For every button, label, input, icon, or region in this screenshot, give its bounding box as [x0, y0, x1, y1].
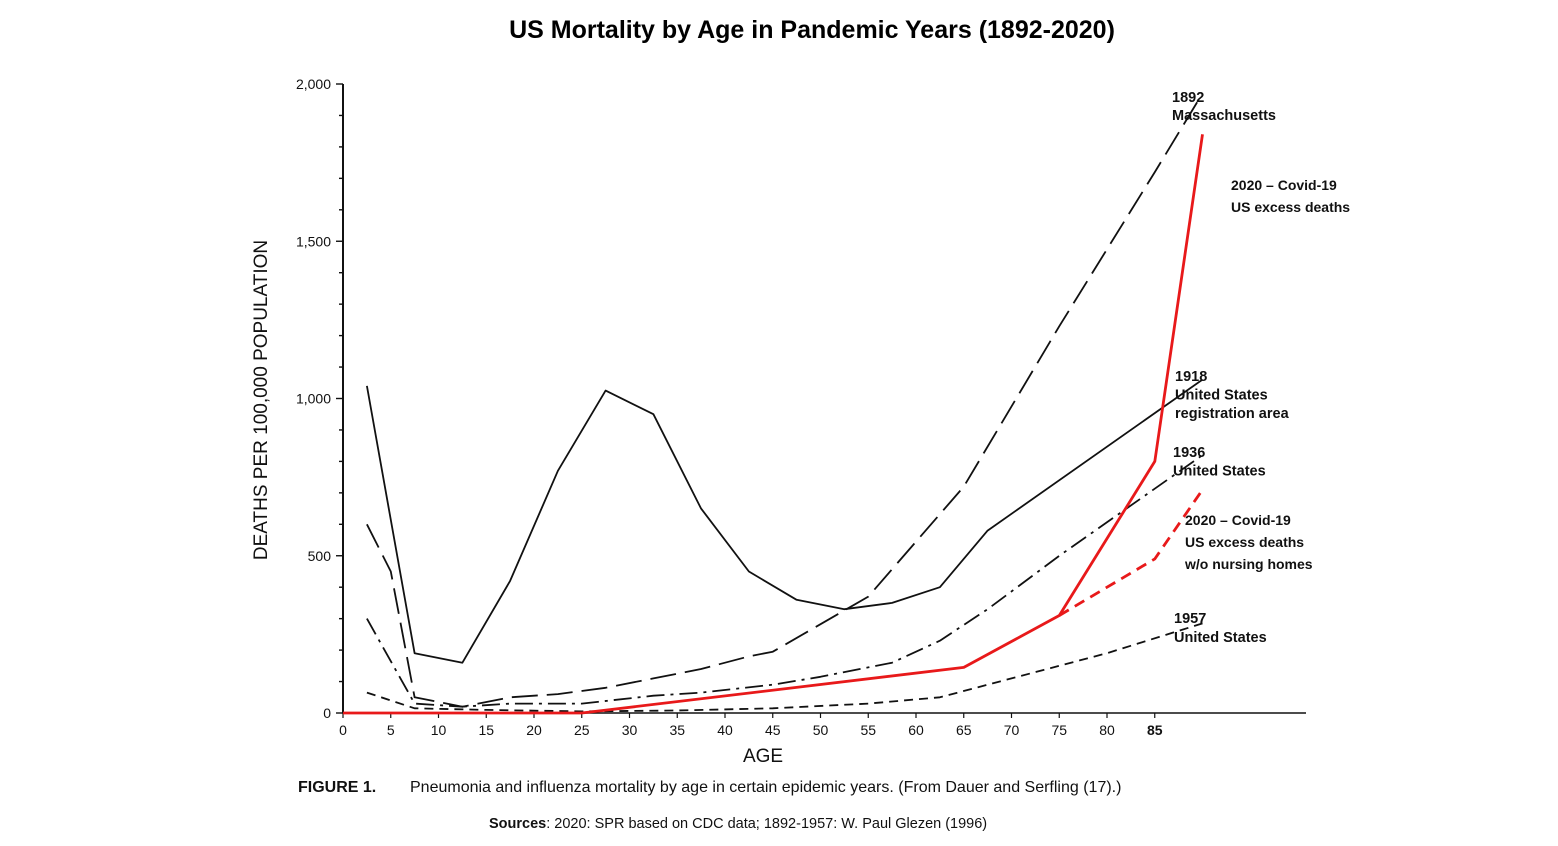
- figure-caption: FIGURE 1. Pneumonia and influenza mortal…: [298, 779, 1121, 796]
- legend-label-line: 1918: [1175, 369, 1207, 385]
- x-tick-label: 0: [339, 722, 347, 738]
- x-tick-label: 10: [431, 722, 447, 738]
- x-tick-label: 40: [717, 722, 733, 738]
- x-tick-label: 50: [813, 722, 829, 738]
- caption-text: Pneumonia and influenza mortality by age…: [410, 779, 1121, 796]
- caption-label: FIGURE 1.: [298, 779, 376, 796]
- x-axis-title: AGE: [743, 746, 783, 767]
- series-line-0: [366, 92, 1204, 708]
- y-axis: 0 500 1,000 1,500 2,000: [296, 76, 344, 721]
- legend-label-line: United States: [1174, 630, 1267, 646]
- sources-note: Sources: 2020: SPR based on CDC data; 18…: [489, 816, 987, 832]
- x-tick-label: 45: [765, 722, 781, 738]
- x-axis: 0 5 10 15 20 25 30 35 40 45 50 55 60 65 70 75 80 85: [339, 712, 1306, 738]
- legend-label-0: 1892 Massachusetts: [1172, 90, 1276, 124]
- x-tick-label: 85: [1147, 722, 1163, 738]
- legend-label-line: US excess deaths: [1231, 199, 1350, 215]
- legend-label-line: Massachusetts: [1172, 108, 1276, 124]
- x-tick-label: 70: [1004, 722, 1020, 738]
- x-tick-label: 80: [1099, 722, 1115, 738]
- legend-label-line: United States: [1175, 388, 1268, 404]
- y-tick-label: 500: [308, 548, 332, 564]
- legend-label-line: 1957: [1174, 611, 1206, 627]
- x-tick-label: 35: [669, 722, 685, 738]
- legend-label-line: United States: [1173, 464, 1266, 480]
- x-tick-label: 60: [908, 722, 924, 738]
- legend-label-line: 2020 – Covid-19: [1231, 177, 1337, 193]
- x-tick-label: 25: [574, 722, 590, 738]
- legend-label-line: registration area: [1175, 406, 1290, 422]
- x-tick-label: 75: [1051, 722, 1067, 738]
- legend-label-1: 1918 United States registration area: [1175, 369, 1290, 422]
- sources-text: : 2020: SPR based on CDC data; 1892-1957…: [546, 816, 987, 832]
- x-tick-label: 5: [387, 722, 395, 738]
- legend-label-line: 2020 – Covid-19: [1185, 512, 1291, 528]
- x-tick-label: 30: [622, 722, 638, 738]
- y-tick-label: 0: [323, 705, 331, 721]
- series-line-5: [1058, 488, 1204, 617]
- x-tick-label: 15: [478, 722, 494, 738]
- series-line-4: [343, 134, 1204, 715]
- chart-title: US Mortality by Age in Pandemic Years (1…: [509, 16, 1115, 44]
- legend-label-line: US excess deaths: [1185, 534, 1304, 550]
- y-tick-label: 1,000: [296, 391, 331, 407]
- sources-label: Sources: [489, 816, 546, 832]
- legend-label-line: 1936: [1173, 445, 1205, 461]
- svg-text:Sources: 2020: SPR based on CD: Sources: 2020: SPR based on CDC data; 18…: [489, 816, 987, 832]
- legend-label-line: 1892: [1172, 90, 1204, 106]
- series-line-2: [366, 454, 1204, 708]
- legend-label-line: w/o nursing homes: [1184, 556, 1313, 572]
- y-axis-title: DEATHS PER 100,000 POPULATION: [251, 240, 272, 560]
- legend-label-4: 2020 – Covid-19 US excess deaths: [1231, 177, 1350, 215]
- legend-labels: 1892 Massachusetts 1918 United States regist…: [1172, 90, 1350, 646]
- legend-label-3: 1957 United States: [1174, 611, 1267, 646]
- x-tick-label: 55: [860, 722, 876, 738]
- legend-label-5: 2020 – Covid-19 US excess deaths w/o nursi…: [1184, 512, 1313, 572]
- x-tick-label: 65: [956, 722, 972, 738]
- series-line-3: [366, 622, 1203, 713]
- series-line-1: [366, 378, 1204, 664]
- y-tick-label: 2,000: [296, 76, 331, 92]
- legend-label-2: 1936 United States: [1173, 445, 1266, 480]
- x-tick-label: 20: [526, 722, 542, 738]
- series-layer: [343, 92, 1204, 715]
- y-tick-label: 1,500: [296, 233, 331, 249]
